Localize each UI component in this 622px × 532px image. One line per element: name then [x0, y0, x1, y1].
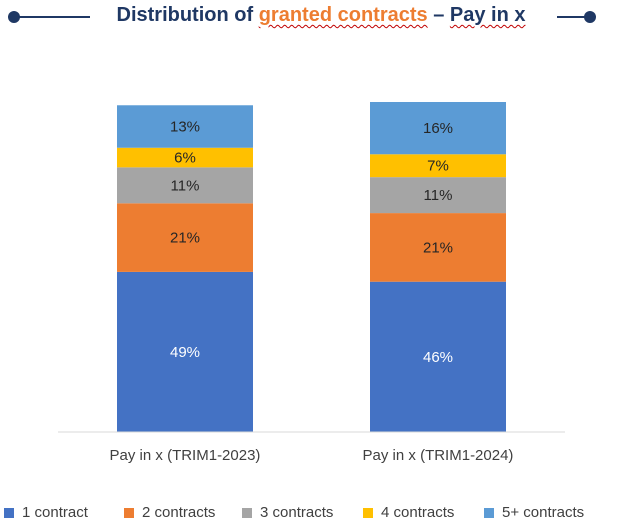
data-label-5-cat-1: 13% [170, 119, 200, 136]
bar-segment-1-cat-2 [370, 281, 506, 432]
legend-label-5: 5+ contracts [502, 504, 585, 521]
data-label-3-cat-2: 11% [424, 187, 453, 204]
legend-item-2: 2 contracts [124, 504, 215, 521]
x-tick-label-1: Pay in x (TRIM1-2023) [110, 447, 261, 464]
legend-label-2: 2 contracts [142, 504, 216, 521]
bar-segment-5-cat-1 [117, 105, 253, 148]
legend-item-5: 5+ contracts [484, 504, 584, 521]
data-label-1-cat-1: 49% [170, 344, 200, 361]
bar-segment-3-cat-2 [370, 177, 506, 214]
legend-label-4: 4 contracts [381, 504, 455, 521]
bar-segment-2-cat-1 [117, 203, 253, 272]
legend-label-3: 3 contracts [260, 504, 334, 521]
title-separator: – [427, 4, 450, 26]
data-label-5-cat-2: 16% [423, 120, 453, 137]
bar-segment-1-cat-1 [117, 271, 253, 432]
data-label-4-cat-1: 6% [174, 150, 196, 167]
legend-swatch-2 [124, 507, 134, 518]
legend-item-3: 3 contracts [242, 504, 333, 521]
x-tick-label-2: Pay in x (TRIM1-2024) [363, 447, 514, 464]
title-prefix: Distribution of [116, 4, 259, 26]
data-label-3-cat-1: 11% [171, 177, 200, 194]
legend-item-1: 1 contract [4, 504, 88, 521]
legend-swatch-1 [4, 507, 14, 518]
bar-segment-2-cat-2 [370, 213, 506, 282]
title-suffix: Pay in x [449, 4, 526, 26]
data-label-1-cat-2: 46% [423, 349, 453, 366]
chart-legend: 1 contract 2 contracts 3 contracts 4 contra… [0, 502, 622, 526]
bar-segment-3-cat-1 [117, 167, 253, 204]
data-label-2-cat-1: 21% [170, 230, 200, 247]
legend-item-4: 4 contracts [363, 504, 454, 521]
header-left-line [10, 16, 90, 18]
bar-segment-4-cat-1 [117, 147, 253, 168]
chart-header: Distribution of granted contracts – Pay … [0, 0, 622, 40]
header-right-line [557, 16, 589, 18]
bar-segment-4-cat-2 [370, 154, 506, 178]
stacked-bar-chart: 49% 21% 11% 6% 13% Pay in x (TRIM1-2023) 46% 21… [58, 102, 565, 464]
legend-swatch-4 [363, 507, 373, 518]
legend-label-1: 1 contract [22, 504, 88, 521]
chart-title: Distribution of granted contracts – Pay … [95, 4, 547, 27]
header-right-dot [584, 11, 596, 23]
title-highlight: granted contracts [258, 4, 428, 26]
data-label-2-cat-2: 21% [423, 239, 453, 256]
bar-segment-5-cat-2 [370, 102, 506, 155]
data-label-4-cat-2: 7% [427, 158, 449, 175]
legend-swatch-5 [484, 507, 494, 518]
header-left-dot [8, 11, 20, 23]
legend-swatch-3 [242, 507, 252, 518]
